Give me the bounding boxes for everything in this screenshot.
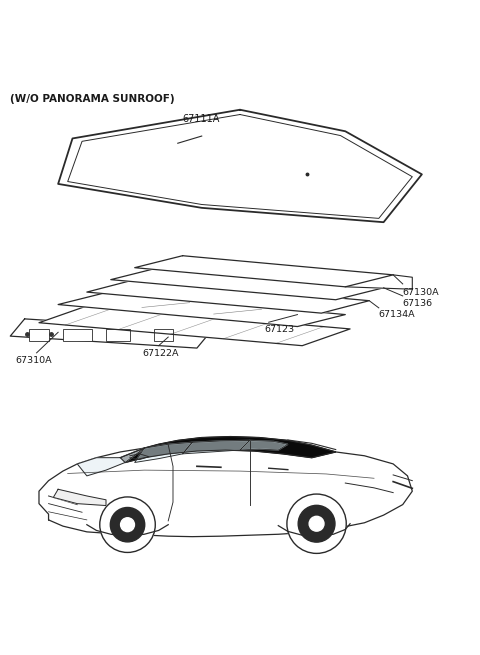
Polygon shape (135, 255, 393, 287)
Text: 67111A: 67111A (182, 114, 220, 124)
Circle shape (298, 506, 335, 542)
Polygon shape (87, 280, 369, 313)
Polygon shape (120, 437, 336, 462)
Polygon shape (53, 489, 106, 506)
Circle shape (100, 497, 156, 552)
Circle shape (110, 508, 145, 542)
Polygon shape (182, 440, 250, 454)
Bar (29, 329, 48, 341)
Circle shape (120, 517, 134, 532)
Polygon shape (39, 306, 350, 346)
Text: 67130A: 67130A (403, 288, 439, 297)
Polygon shape (77, 448, 144, 476)
Polygon shape (111, 268, 384, 300)
Bar (63, 329, 92, 341)
Polygon shape (39, 441, 412, 536)
Polygon shape (240, 440, 288, 450)
Bar (106, 329, 130, 341)
Text: 67310A: 67310A (15, 356, 52, 365)
Text: (W/O PANORAMA SUNROOF): (W/O PANORAMA SUNROOF) (10, 94, 175, 104)
Text: 67136: 67136 (403, 299, 433, 308)
Text: 67122A: 67122A (142, 348, 179, 358)
Text: 67123: 67123 (264, 325, 294, 333)
Circle shape (287, 494, 346, 553)
Polygon shape (135, 442, 192, 462)
Circle shape (309, 516, 324, 531)
Polygon shape (58, 110, 422, 222)
Text: 67134A: 67134A (379, 310, 415, 319)
Bar (154, 329, 173, 341)
Polygon shape (345, 275, 412, 290)
Polygon shape (10, 319, 211, 348)
Polygon shape (58, 293, 345, 327)
